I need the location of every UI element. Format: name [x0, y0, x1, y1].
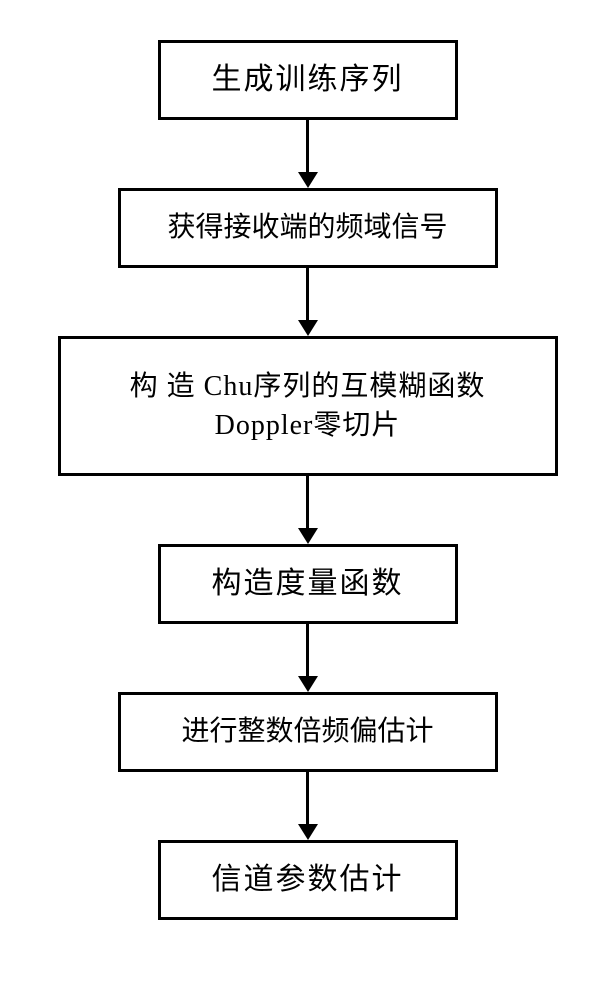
- arrow-head-icon: [298, 676, 318, 692]
- arrow-head-icon: [298, 824, 318, 840]
- flowchart-node-5: 进行整数倍频偏估计: [118, 692, 498, 772]
- flowchart-arrow: [298, 772, 318, 840]
- flowchart-arrow: [298, 268, 318, 336]
- arrow-head-icon: [298, 172, 318, 188]
- arrow-line: [306, 772, 309, 824]
- node-label: 生成训练序列: [212, 59, 404, 101]
- flowchart-node-4: 构造度量函数: [158, 544, 458, 624]
- arrow-line: [306, 476, 309, 528]
- node-label: 获得接收端的频域信号: [167, 208, 447, 247]
- node-label: 信道参数估计: [212, 859, 404, 901]
- node-label: 构造度量函数: [212, 563, 404, 605]
- flowchart-node-1: 生成训练序列: [158, 40, 458, 120]
- arrow-line: [306, 268, 309, 320]
- flowchart-arrow: [298, 624, 318, 692]
- arrow-head-icon: [298, 320, 318, 336]
- flowchart-arrow: [298, 476, 318, 544]
- arrow-line: [306, 624, 309, 676]
- arrow-head-icon: [298, 528, 318, 544]
- flowchart-arrow: [298, 120, 318, 188]
- flowchart-node-6: 信道参数估计: [158, 840, 458, 920]
- flowchart-container: 生成训练序列 获得接收端的频域信号 构 造 Chu序列的互模糊函数 Dopple…: [0, 0, 615, 1000]
- flowchart-node-2: 获得接收端的频域信号: [118, 188, 498, 268]
- flowchart-node-3: 构 造 Chu序列的互模糊函数 Doppler零切片: [58, 336, 558, 476]
- arrow-line: [306, 120, 309, 172]
- node-label: 构 造 Chu序列的互模糊函数 Doppler零切片: [130, 367, 486, 445]
- node-label: 进行整数倍频偏估计: [181, 712, 433, 751]
